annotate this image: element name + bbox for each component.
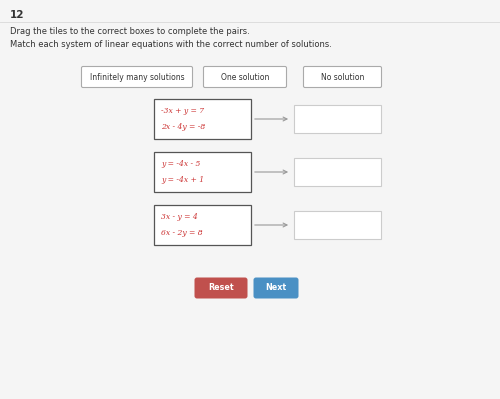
- FancyBboxPatch shape: [204, 67, 286, 87]
- FancyBboxPatch shape: [304, 67, 382, 87]
- FancyBboxPatch shape: [294, 211, 381, 239]
- FancyBboxPatch shape: [154, 152, 251, 192]
- Text: 3x - y = 4: 3x - y = 4: [161, 213, 198, 221]
- Text: Reset: Reset: [208, 284, 234, 292]
- FancyBboxPatch shape: [294, 158, 381, 186]
- FancyBboxPatch shape: [254, 277, 298, 298]
- Text: y = -4x + 1: y = -4x + 1: [161, 176, 204, 184]
- FancyBboxPatch shape: [154, 99, 251, 139]
- Text: One solution: One solution: [221, 73, 269, 81]
- FancyBboxPatch shape: [82, 67, 192, 87]
- Text: 6x - 2y = 8: 6x - 2y = 8: [161, 229, 202, 237]
- FancyBboxPatch shape: [154, 205, 251, 245]
- Text: y = -4x - 5: y = -4x - 5: [161, 160, 200, 168]
- Text: Match each system of linear equations with the correct number of solutions.: Match each system of linear equations wi…: [10, 40, 332, 49]
- Text: Infinitely many solutions: Infinitely many solutions: [90, 73, 184, 81]
- Text: -3x + y = 7: -3x + y = 7: [161, 107, 204, 115]
- FancyBboxPatch shape: [294, 105, 381, 133]
- Text: Next: Next: [266, 284, 286, 292]
- Text: 12: 12: [10, 10, 24, 20]
- Text: No solution: No solution: [321, 73, 364, 81]
- Text: Drag the tiles to the correct boxes to complete the pairs.: Drag the tiles to the correct boxes to c…: [10, 27, 250, 36]
- FancyBboxPatch shape: [194, 277, 248, 298]
- Text: 2x - 4y = -8: 2x - 4y = -8: [161, 123, 206, 131]
